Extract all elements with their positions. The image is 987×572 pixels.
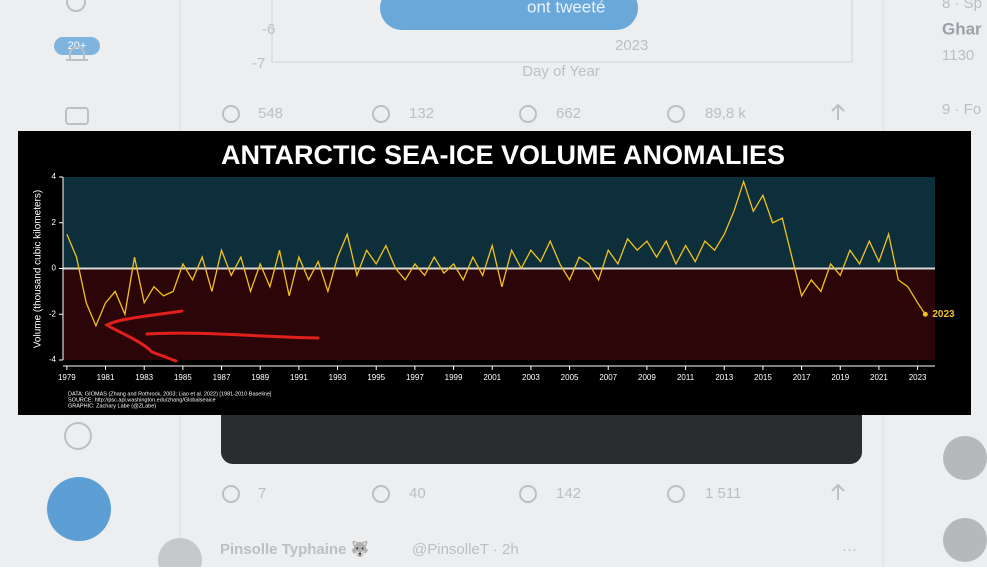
negative-region xyxy=(63,268,935,360)
x-tick-label: 2001 xyxy=(483,373,501,382)
chart-title: ANTARCTIC SEA-ICE VOLUME ANOMALIES xyxy=(221,140,785,170)
action-count: 662 xyxy=(556,105,581,122)
data-line xyxy=(66,179,926,328)
action-count: 548 xyxy=(258,105,283,122)
x-tick-label: 1993 xyxy=(329,373,347,382)
author-name[interactable]: Pinsolle Typhaine 🐺 xyxy=(220,540,370,558)
action-icon[interactable] xyxy=(222,485,240,503)
more-options[interactable]: ··· xyxy=(842,541,857,558)
red-arrow xyxy=(104,309,184,363)
bg-chart-frame xyxy=(271,0,853,63)
x-tick-label: 2023 xyxy=(909,373,927,382)
trend-name[interactable]: Ghar xyxy=(942,19,982,38)
y-axis-label: Volume (thousand cubic kilometers) xyxy=(33,190,44,348)
trend-count: 1130 xyxy=(942,47,974,64)
x-tick-label: 2019 xyxy=(831,373,849,382)
media-card xyxy=(221,400,862,464)
action-count: 142 xyxy=(556,485,581,502)
action-icon[interactable] xyxy=(222,105,240,123)
action-count: 89,8 k xyxy=(705,105,746,122)
x-tick-label: 1989 xyxy=(251,373,269,382)
bg-xlabel: Day of Year xyxy=(522,63,600,80)
trend-rank: 8 · Sp xyxy=(942,0,982,12)
trend-rank: 9 · Fo xyxy=(942,101,981,118)
y-tick-label: 2 xyxy=(52,218,57,227)
x-tick-label: 2011 xyxy=(677,373,695,382)
tweet-actions: 7 40 142 1 511 xyxy=(222,483,845,503)
x-tick-label: 2003 xyxy=(522,373,540,382)
x-tick-label: 2005 xyxy=(561,373,579,382)
positive-region xyxy=(63,177,935,269)
source-note: DATA: GIOMAS (Zhang and Rothrock, 2003; … xyxy=(68,391,272,397)
x-tick-label: 1981 xyxy=(97,373,115,382)
x-tick-label: 1983 xyxy=(135,373,153,382)
chart-image: ANTARCTIC SEA-ICE VOLUME ANOMALIES Volum… xyxy=(18,131,971,415)
x-tick-label: 1985 xyxy=(174,373,192,382)
bg-tick: -7 xyxy=(252,55,265,72)
messages-icon[interactable] xyxy=(65,107,89,125)
new-tweets-button[interactable] xyxy=(380,0,638,30)
more-icon[interactable] xyxy=(64,422,92,450)
action-count: 132 xyxy=(409,105,434,122)
avatar xyxy=(943,518,987,562)
share-icon[interactable] xyxy=(831,483,845,500)
x-tick-label: 1979 xyxy=(58,373,76,382)
x-tick-label: 1995 xyxy=(367,373,385,382)
x-tick-label: 2009 xyxy=(638,373,656,382)
x-tick-label: 1997 xyxy=(406,373,424,382)
avatar xyxy=(943,436,987,480)
action-icon[interactable] xyxy=(372,485,390,503)
red-line xyxy=(145,331,320,340)
avatar xyxy=(158,538,202,572)
action-icon[interactable] xyxy=(519,105,537,123)
action-count: 7 xyxy=(258,485,266,502)
action-icon[interactable] xyxy=(519,485,537,503)
search-icon[interactable] xyxy=(66,0,86,12)
x-tick-label: 1991 xyxy=(290,373,308,382)
hand-drawn-annotation xyxy=(104,309,320,363)
author-handle[interactable]: @PinsolleT · 2h xyxy=(412,541,519,558)
x-tick-label: 2013 xyxy=(715,373,733,382)
action-icon[interactable] xyxy=(667,105,685,123)
end-label: 2023 xyxy=(932,309,955,320)
y-tick-label: 0 xyxy=(52,264,57,273)
end-point xyxy=(922,311,928,317)
source-note: GRAPHIC: Zachary Labe (@ZLabe) xyxy=(68,403,156,409)
y-tick-label: -4 xyxy=(49,355,57,364)
action-icon[interactable] xyxy=(667,485,685,503)
y-tick-label: -2 xyxy=(49,309,57,318)
x-tick-label: 2017 xyxy=(793,373,811,382)
x-tick-label: 2015 xyxy=(754,373,772,382)
x-tick-label: 2007 xyxy=(599,373,617,382)
action-count: 1 511 xyxy=(705,485,741,502)
compose-button[interactable] xyxy=(47,477,111,541)
bg-label: 2023 xyxy=(615,37,648,54)
bell-icon[interactable] xyxy=(66,46,88,61)
bg-tick: -6 xyxy=(262,21,275,38)
x-tick-label: 1999 xyxy=(445,373,463,382)
y-tick-label: 4 xyxy=(52,172,57,181)
tweet-actions: 548 132 662 89,8 k xyxy=(222,103,845,123)
share-icon[interactable] xyxy=(831,103,845,120)
new-tweets-text[interactable]: ont tweeté xyxy=(527,0,605,16)
action-count: 40 xyxy=(409,485,426,502)
action-icon[interactable] xyxy=(372,105,390,123)
source-note: SOURCE: http://psc.apl.washington.edu/zh… xyxy=(68,397,216,403)
x-tick-label: 2021 xyxy=(870,373,888,382)
x-tick-label: 1987 xyxy=(213,373,231,382)
